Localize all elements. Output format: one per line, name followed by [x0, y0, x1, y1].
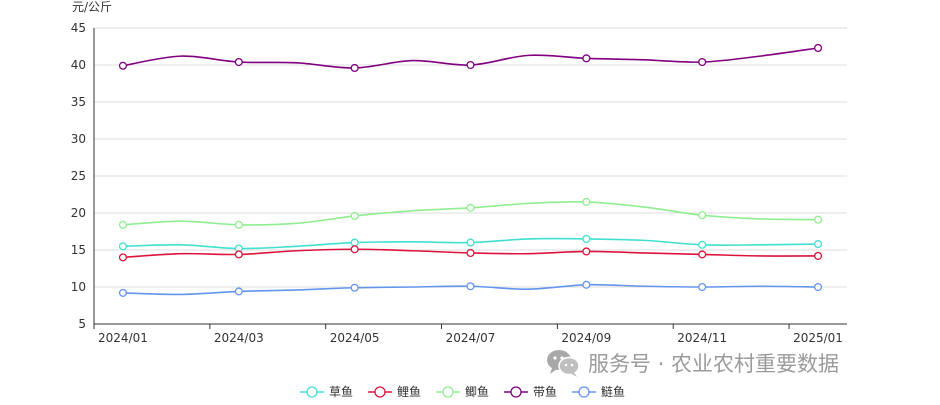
x-tick-label: 2024/03 [214, 331, 264, 345]
data-point [698, 211, 707, 220]
data-point [234, 220, 243, 229]
data-point [234, 57, 243, 67]
data-point [466, 248, 475, 258]
data-point [813, 240, 823, 249]
data-point [698, 240, 707, 249]
data-point [350, 245, 359, 254]
legend[interactable]: 草鱼 鲤鱼 鲫鱼 带鱼 鲢鱼 [300, 384, 625, 399]
data-point [582, 234, 591, 243]
legend-item[interactable]: 鲤鱼 [368, 385, 421, 399]
watermark: 服务号 · 农业农村重要数据 [546, 348, 839, 378]
data-point [698, 282, 707, 292]
data-point [466, 60, 475, 70]
legend-label: 草鱼 [329, 385, 353, 399]
data-point [118, 242, 128, 251]
legend-marker [510, 386, 522, 398]
x-tick-label: 2024/11 [677, 331, 727, 345]
data-point [350, 211, 359, 221]
data-point [350, 238, 359, 247]
grid-lines: 5 10 15 20 25 30 35 40 45 [71, 21, 847, 331]
x-tick-label: 2024/07 [446, 331, 496, 345]
y-tick-label: 30 [71, 132, 86, 146]
data-point [118, 61, 128, 70]
y-tick-label: 35 [71, 95, 86, 109]
x-tick-label: 2024/09 [561, 331, 611, 345]
x-tick-label: 2025/01 [793, 331, 843, 345]
series-lines [118, 43, 823, 297]
data-point [118, 288, 128, 297]
legend-label: 带鱼 [533, 385, 557, 399]
y-tick-label: 25 [71, 169, 86, 183]
watermark-text: 服务号 · 农业农村重要数据 [588, 352, 840, 376]
x-tick-label: 2024/01 [98, 331, 148, 345]
data-point [582, 280, 591, 289]
legend-marker [306, 386, 318, 398]
data-point [813, 215, 823, 224]
x-tick-label: 2024/05 [330, 331, 380, 345]
data-point [698, 250, 707, 259]
legend-label: 鲢鱼 [601, 384, 625, 399]
data-point [813, 251, 823, 260]
y-tick-label: 45 [71, 21, 86, 35]
data-point [466, 203, 475, 212]
legend-item[interactable]: 鲫鱼 [436, 385, 489, 399]
data-point [813, 282, 823, 292]
data-point [234, 250, 243, 259]
y-tick-label: 40 [71, 58, 86, 72]
data-point [813, 43, 823, 53]
legend-marker [578, 386, 590, 398]
y-tick-label: 10 [71, 280, 86, 294]
legend-item[interactable]: 带鱼 [504, 385, 557, 399]
legend-item[interactable]: 草鱼 [300, 385, 353, 399]
legend-label: 鲤鱼 [397, 385, 421, 399]
axes: 元/公斤 2024/01 2024/03 2024/05 2024/07 2024/09… [72, 0, 847, 345]
data-point [350, 283, 359, 292]
legend-marker [442, 386, 454, 398]
data-point [118, 220, 128, 229]
wechat-icon [546, 348, 580, 378]
y-axis-unit-label: 元/公斤 [72, 0, 112, 14]
legend-label: 鲫鱼 [465, 385, 489, 399]
legend-item[interactable]: 鲢鱼 [572, 384, 625, 399]
data-point [118, 253, 128, 262]
data-point [466, 282, 475, 291]
y-tick-label: 5 [78, 317, 86, 331]
legend-marker [374, 386, 386, 398]
data-point [466, 238, 475, 247]
data-point [698, 57, 707, 67]
data-point [582, 197, 591, 206]
data-point [582, 247, 591, 256]
data-point [234, 287, 243, 296]
y-tick-label: 15 [71, 243, 86, 257]
y-tick-label: 20 [71, 206, 86, 220]
data-point [350, 63, 359, 73]
data-point [582, 54, 591, 63]
